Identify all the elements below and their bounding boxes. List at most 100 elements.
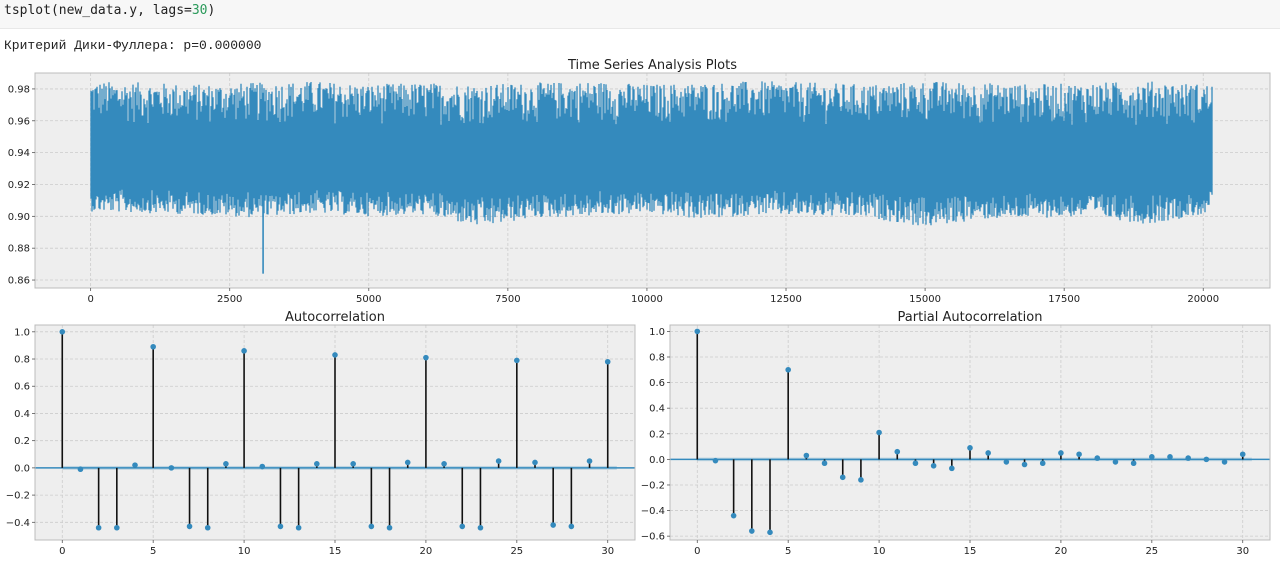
stem-marker [441, 460, 447, 467]
stem-marker [730, 512, 737, 519]
stem-marker [404, 459, 411, 466]
y-tick-label: −0.6 [641, 532, 665, 543]
y-tick-label: 0.96 [8, 116, 30, 127]
code-function: tsplot [4, 3, 51, 18]
stem-marker [1130, 460, 1137, 467]
y-tick-label: 0.88 [8, 244, 30, 255]
y-tick-label: 1.0 [14, 327, 30, 338]
y-tick-label: 0.92 [8, 180, 30, 191]
stem-marker [368, 523, 375, 530]
y-tick-label: −0.4 [6, 518, 30, 529]
y-tick-label: 0.94 [8, 148, 30, 159]
stem-marker [59, 329, 66, 335]
stem-marker [1039, 460, 1046, 467]
stem-marker [785, 366, 791, 373]
x-tick-label: 10 [238, 546, 251, 557]
y-tick-label: 0.2 [14, 436, 30, 447]
stem-marker [168, 465, 175, 471]
stem-marker [568, 523, 575, 530]
chart-autocorrelation: 0 5 10 15 20 25 30 −0.4 −0.2 0.0 0.2 0.4 0.6 0.8 1.0 Au… [6, 310, 636, 557]
stem-marker [712, 457, 719, 464]
x-tick-label: 25 [1145, 546, 1158, 557]
stem-marker [204, 524, 211, 531]
x-tick-label: 15000 [909, 294, 941, 305]
stem-marker [839, 474, 846, 481]
x-tick-label: 5 [150, 546, 156, 557]
stem-marker [114, 524, 120, 531]
stem-marker [186, 523, 193, 530]
x-tick-label: 5 [785, 546, 791, 557]
series-core-band [91, 133, 1212, 188]
chart-partial-autocorrelation: 0 5 10 15 20 25 30 −0.6 −0.4 −0.2 0.0 0.2 0.4 0.6 0.8 1… [641, 310, 1271, 557]
code-arguments: new_data.y, lags= [58, 3, 192, 18]
code-line[interactable]: tsplot(new_data.y, lags=30) [4, 3, 216, 18]
x-tick-label: 2500 [217, 294, 242, 305]
stem-marker [586, 458, 593, 464]
x-tick-label: 0 [59, 546, 65, 557]
x-tick-label: 5000 [356, 294, 381, 305]
stem-marker [350, 460, 356, 467]
y-tick-label: −0.2 [641, 480, 665, 491]
y-tick-label: 1.0 [649, 327, 665, 338]
stem-marker [967, 445, 973, 451]
x-tick-label: 20 [1055, 546, 1068, 557]
stem-marker [1112, 459, 1119, 465]
y-tick-label: 0.86 [8, 276, 30, 287]
stem-marker [459, 523, 466, 530]
plot-content [670, 328, 1270, 536]
x-tick-label: 20 [420, 546, 433, 557]
y-tick-label: 0.2 [649, 429, 665, 440]
x-tick-label: 15 [964, 546, 977, 557]
plot-content [90, 81, 1213, 274]
stem-marker [930, 462, 937, 469]
stem-marker [1221, 459, 1228, 465]
y-tick-label: 0.8 [14, 355, 30, 366]
stem-marker [1076, 451, 1082, 458]
y-tick-label: 0.4 [14, 409, 30, 420]
x-tick-label: 17500 [1048, 294, 1080, 305]
stem-marker [295, 524, 302, 531]
stem-marker [821, 460, 828, 467]
stem-marker [749, 528, 755, 534]
stem-marker [1003, 459, 1010, 465]
code-close-paren: ) [207, 3, 216, 18]
stem-marker [912, 460, 919, 467]
stem-marker [223, 460, 229, 467]
stem-marker [1058, 450, 1064, 456]
stem-marker [550, 522, 556, 528]
code-cell[interactable]: tsplot(new_data.y, lags=30) [0, 0, 1280, 29]
stem-marker [514, 357, 520, 364]
x-tick-label: 25 [510, 546, 523, 557]
axes-frame [34, 72, 1271, 289]
stem-marker [423, 354, 429, 361]
x-tick-label: 0 [87, 294, 93, 305]
chart-time-series-analysis-plots: 0 2500 5000 7500 10000 12500 15000 17500 20000 0.… [8, 58, 1271, 305]
stem-marker [985, 450, 991, 456]
stem-marker [386, 524, 393, 531]
chart-title: Autocorrelation [285, 310, 385, 325]
stem-marker [532, 459, 538, 466]
stem-marker [1021, 461, 1028, 468]
stem-marker [1239, 451, 1246, 458]
y-tick-label: 0.0 [14, 463, 30, 474]
stem-marker [694, 328, 701, 335]
stem-marker [876, 429, 882, 436]
chart-title: Partial Autocorrelation [898, 310, 1043, 325]
y-tick-label: −0.2 [6, 491, 30, 502]
x-tick-label: 15 [329, 546, 342, 557]
x-tick-label: 12500 [770, 294, 802, 305]
stem-marker [858, 477, 864, 483]
stem-marker [1094, 455, 1101, 461]
stem-marker [1203, 456, 1210, 463]
stem-marker [604, 358, 611, 365]
output-text: Критерий Дики-Фуллера: p=0.000000 [4, 38, 262, 53]
stem-marker [150, 343, 156, 350]
stem-marker [803, 452, 810, 459]
x-tick-label: 30 [601, 546, 614, 557]
y-tick-label: 0.98 [8, 84, 30, 95]
stem-marker [894, 448, 901, 455]
stem-marker [314, 460, 320, 467]
y-tick-label: 0.0 [649, 455, 665, 466]
stem-marker [332, 352, 338, 358]
